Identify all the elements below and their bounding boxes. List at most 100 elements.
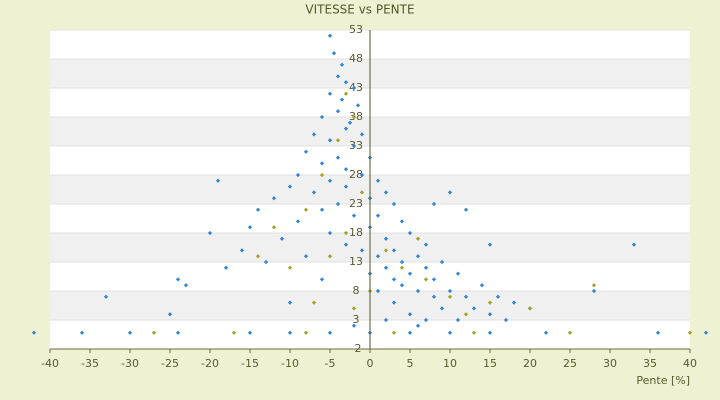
point [391, 248, 397, 253]
point [447, 288, 453, 294]
point [207, 230, 213, 236]
point [423, 265, 429, 270]
point [311, 300, 317, 305]
x-tick-label: 15 [483, 357, 497, 370]
point [407, 230, 413, 236]
point [359, 248, 365, 253]
point [487, 300, 493, 305]
point [303, 207, 309, 212]
point [455, 317, 461, 323]
point [295, 219, 301, 224]
point [383, 236, 389, 241]
point [479, 283, 485, 288]
point [511, 300, 517, 305]
point [567, 330, 573, 335]
point [327, 230, 333, 236]
point [327, 138, 333, 143]
point [255, 207, 261, 212]
point [703, 330, 709, 335]
x-axis-label: Pente [%] [636, 374, 690, 387]
point [343, 242, 349, 247]
x-tick-label: -25 [161, 357, 179, 370]
point [231, 330, 237, 335]
point [343, 184, 349, 189]
point [319, 172, 325, 178]
point [255, 254, 261, 259]
point [287, 300, 293, 305]
point [295, 172, 301, 178]
point [383, 317, 389, 323]
point [383, 248, 389, 253]
point [439, 306, 445, 311]
point [415, 254, 421, 259]
point [463, 312, 469, 317]
point [591, 283, 597, 288]
point [327, 178, 333, 183]
point [223, 265, 229, 270]
point [399, 265, 405, 270]
x-tick-label: 0 [367, 357, 374, 370]
point [303, 330, 309, 335]
x-tick-label: -15 [241, 357, 259, 370]
point [343, 230, 349, 236]
point [335, 155, 341, 160]
x-tick-label: -35 [81, 357, 99, 370]
point [447, 190, 453, 195]
y-tick-label: 28 [349, 168, 363, 181]
chart-title: VITESSE vs PENTE [305, 3, 414, 17]
point [375, 288, 381, 294]
point [447, 330, 453, 335]
point [359, 190, 365, 195]
point [391, 277, 397, 282]
point [311, 190, 317, 195]
point [687, 330, 693, 335]
point [503, 317, 509, 323]
point [319, 161, 325, 166]
point [415, 323, 421, 328]
x-tick-label: 10 [443, 357, 457, 370]
point [375, 254, 381, 259]
x-tick-label: 30 [603, 357, 617, 370]
point [391, 201, 397, 207]
x-tick-label: -30 [121, 357, 139, 370]
y-tick-label: 38 [349, 110, 363, 123]
point [463, 207, 469, 212]
point [271, 225, 277, 230]
point [335, 138, 341, 143]
x-tick-label: -10 [281, 357, 299, 370]
point [175, 277, 181, 282]
point [319, 207, 325, 212]
point [383, 190, 389, 195]
point [447, 294, 453, 299]
point [487, 312, 493, 317]
point [431, 277, 437, 282]
x-tick-label: 40 [683, 357, 697, 370]
point [303, 149, 309, 154]
x-tick-label: 25 [563, 357, 577, 370]
y-tick-label: 53 [349, 23, 363, 36]
y-tick-label: 18 [349, 226, 363, 239]
point [407, 330, 413, 335]
y-tick-label: 43 [349, 81, 363, 94]
point [543, 330, 549, 335]
point [303, 254, 309, 259]
x-tick-label: -40 [41, 357, 59, 370]
point [591, 288, 597, 294]
point [415, 288, 421, 294]
x-tick-label: 35 [643, 357, 657, 370]
point [471, 330, 477, 335]
point [655, 330, 661, 335]
y-tick-label: 8 [353, 284, 360, 297]
point [423, 277, 429, 282]
point [399, 259, 405, 265]
point [423, 317, 429, 323]
point [167, 312, 173, 317]
point [359, 132, 365, 137]
y-tick-label: 33 [349, 139, 363, 152]
point [399, 219, 405, 224]
point [495, 294, 501, 299]
point [415, 236, 421, 241]
point [487, 330, 493, 335]
point [631, 242, 637, 247]
